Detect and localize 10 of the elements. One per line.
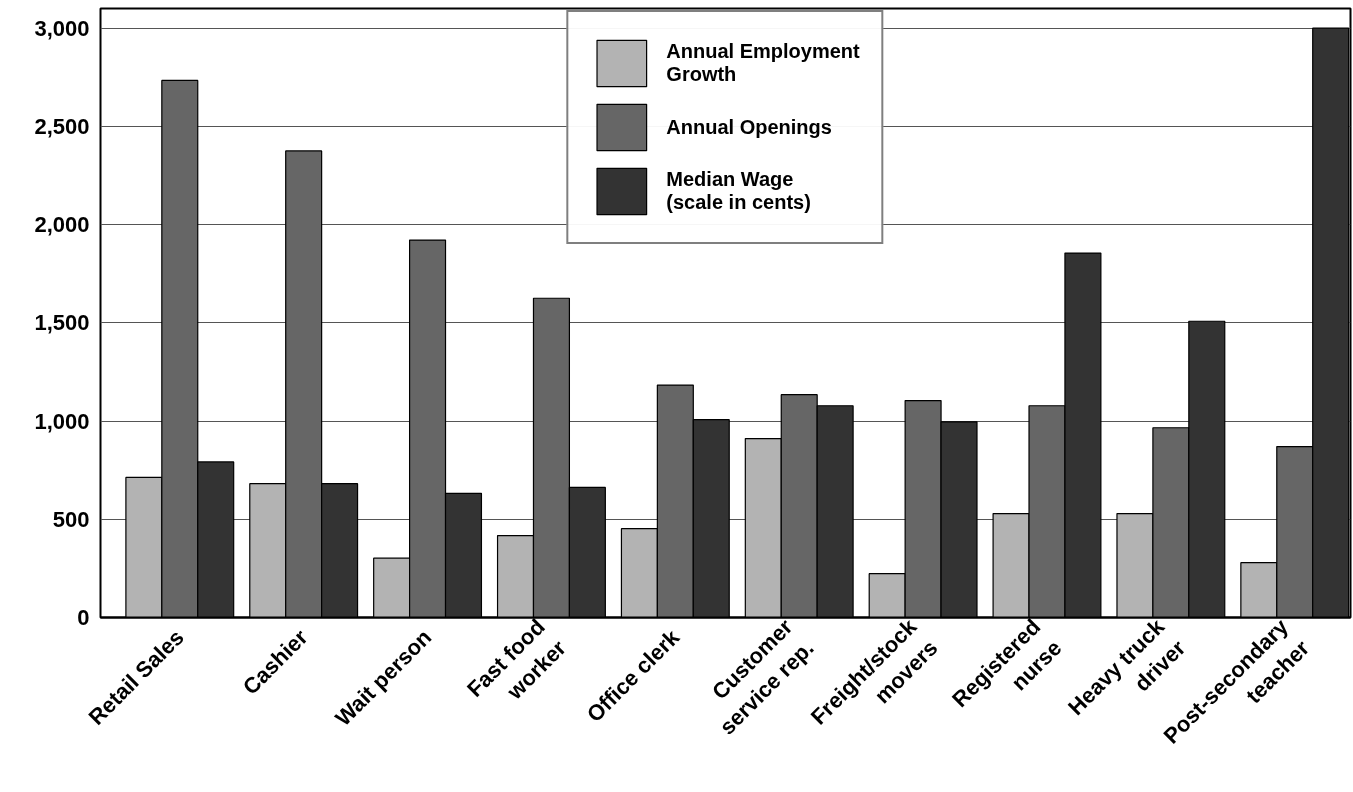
y-tick-label: 500 bbox=[52, 506, 90, 532]
y-tick-label: 3,000 bbox=[34, 15, 90, 41]
legend-label: Annual Openings bbox=[666, 114, 832, 140]
y-tick-label: 2,000 bbox=[34, 212, 90, 238]
y-tick-label: 2,500 bbox=[34, 113, 90, 139]
legend-label: Annual Employment Growth bbox=[666, 39, 860, 87]
y-tick-label: 1,000 bbox=[34, 408, 90, 434]
y-tick-label: 0 bbox=[77, 605, 90, 630]
y-tick-label: 1,500 bbox=[34, 310, 90, 336]
legend-label: Median Wage (scale in cents) bbox=[666, 167, 811, 215]
